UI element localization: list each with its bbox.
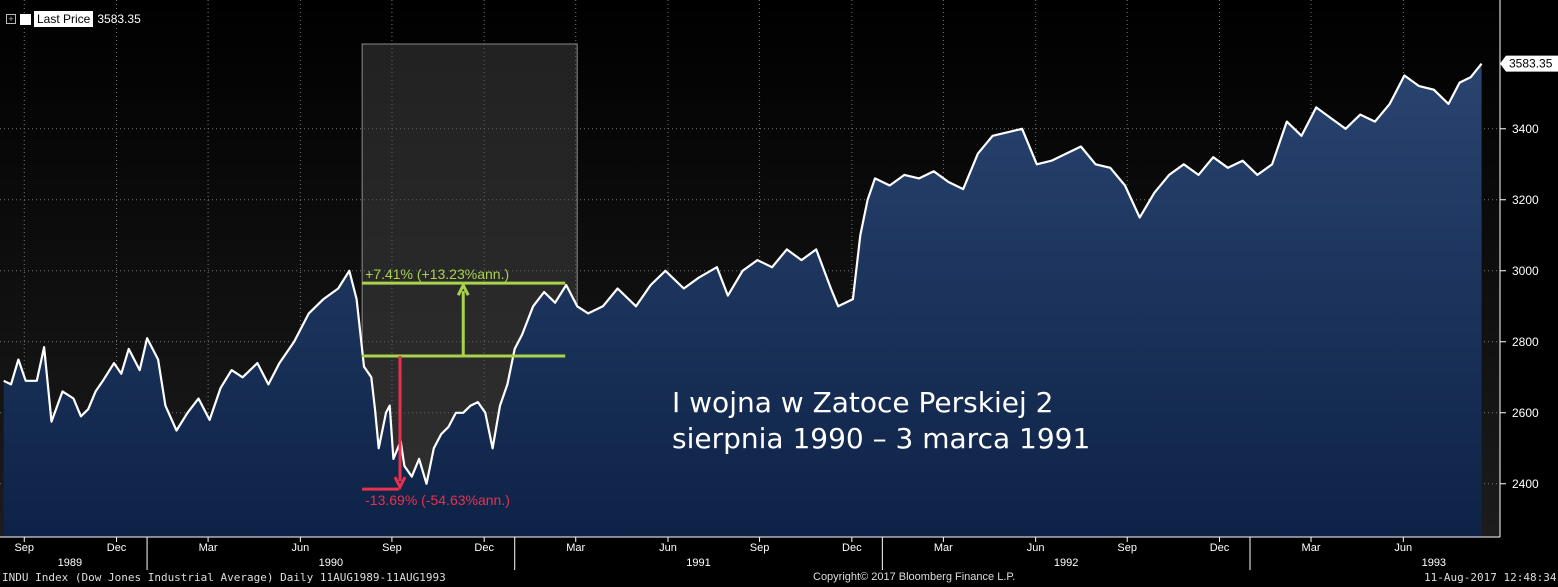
x-tick-label: Mar [199, 542, 218, 554]
loss-arrow-head [393, 476, 407, 491]
x-year-label: 1991 [686, 557, 710, 569]
legend-series-label: Last Price [34, 11, 94, 27]
legend-series-value: 3583.35 [97, 12, 141, 26]
x-tick-label: Jun [1027, 542, 1045, 554]
footer-security: INDU Index (Dow Jones Industrial Average… [2, 571, 446, 584]
x-tick-label: Dec [842, 542, 862, 554]
price-line [3, 63, 1483, 485]
y-tick-label: 2600 [1512, 406, 1539, 420]
gain-arrow-head [456, 281, 470, 296]
gain-label: +7.41% (+13.23%ann.) [365, 266, 509, 282]
y-tick-label: 3000 [1512, 264, 1539, 278]
x-tick-label: Sep [14, 542, 34, 554]
price-area [3, 63, 1482, 537]
series-swatch [20, 13, 31, 25]
x-tick-label: Sep [1117, 542, 1137, 554]
note-line-2: sierpnia 1990 – 3 marca 1991 [672, 422, 1090, 455]
footer-copyright: Copyright© 2017 Bloomberg Finance L.P. [813, 571, 1016, 583]
note-line-1: I wojna w Zatoce Perskiej 2 [672, 386, 1053, 419]
x-year-label: 1992 [1054, 557, 1078, 569]
x-tick-label: Dec [1210, 542, 1230, 554]
y-tick-label: 3200 [1512, 193, 1539, 207]
x-tick-label: Dec [474, 542, 494, 554]
measure-annotations [362, 281, 566, 491]
x-tick-label: Dec [107, 542, 127, 554]
x-axis: Sep Dec Mar Jun Sep Dec Mar Jun Sep Dec Mar Jun Sep D… [0, 536, 1500, 570]
x-year-label: 1993 [1422, 557, 1446, 569]
last-value-tag: 3583.35 [1500, 55, 1558, 72]
x-tick-label: Mar [1302, 542, 1321, 554]
loss-label: -13.69% (-54.63%ann.) [365, 492, 510, 508]
x-tick-label: Mar [566, 542, 585, 554]
x-tick-label: Sep [382, 542, 402, 554]
y-axis: 2400 2600 2800 3000 3200 3400 [1499, 0, 1539, 537]
x-tick-label: Mar [934, 542, 953, 554]
x-year-label: 1989 [58, 557, 82, 569]
x-tick-label: Jun [1394, 542, 1412, 554]
legend: + Last Price 3583.35 [6, 10, 141, 28]
y-tick-label: 2800 [1512, 335, 1539, 349]
x-tick-label: Jun [659, 542, 677, 554]
footer-timestamp: 11-Aug-2017 12:48:34 [1424, 571, 1557, 584]
y-tick-label: 3400 [1512, 122, 1539, 136]
last-value-text: 3583.35 [1509, 57, 1553, 71]
x-tick-label: Jun [291, 542, 309, 554]
x-year-label: 1990 [319, 557, 343, 569]
plus-box-icon[interactable]: + [6, 14, 16, 24]
y-tick-label: 2400 [1512, 477, 1539, 491]
x-tick-label: Sep [750, 542, 770, 554]
